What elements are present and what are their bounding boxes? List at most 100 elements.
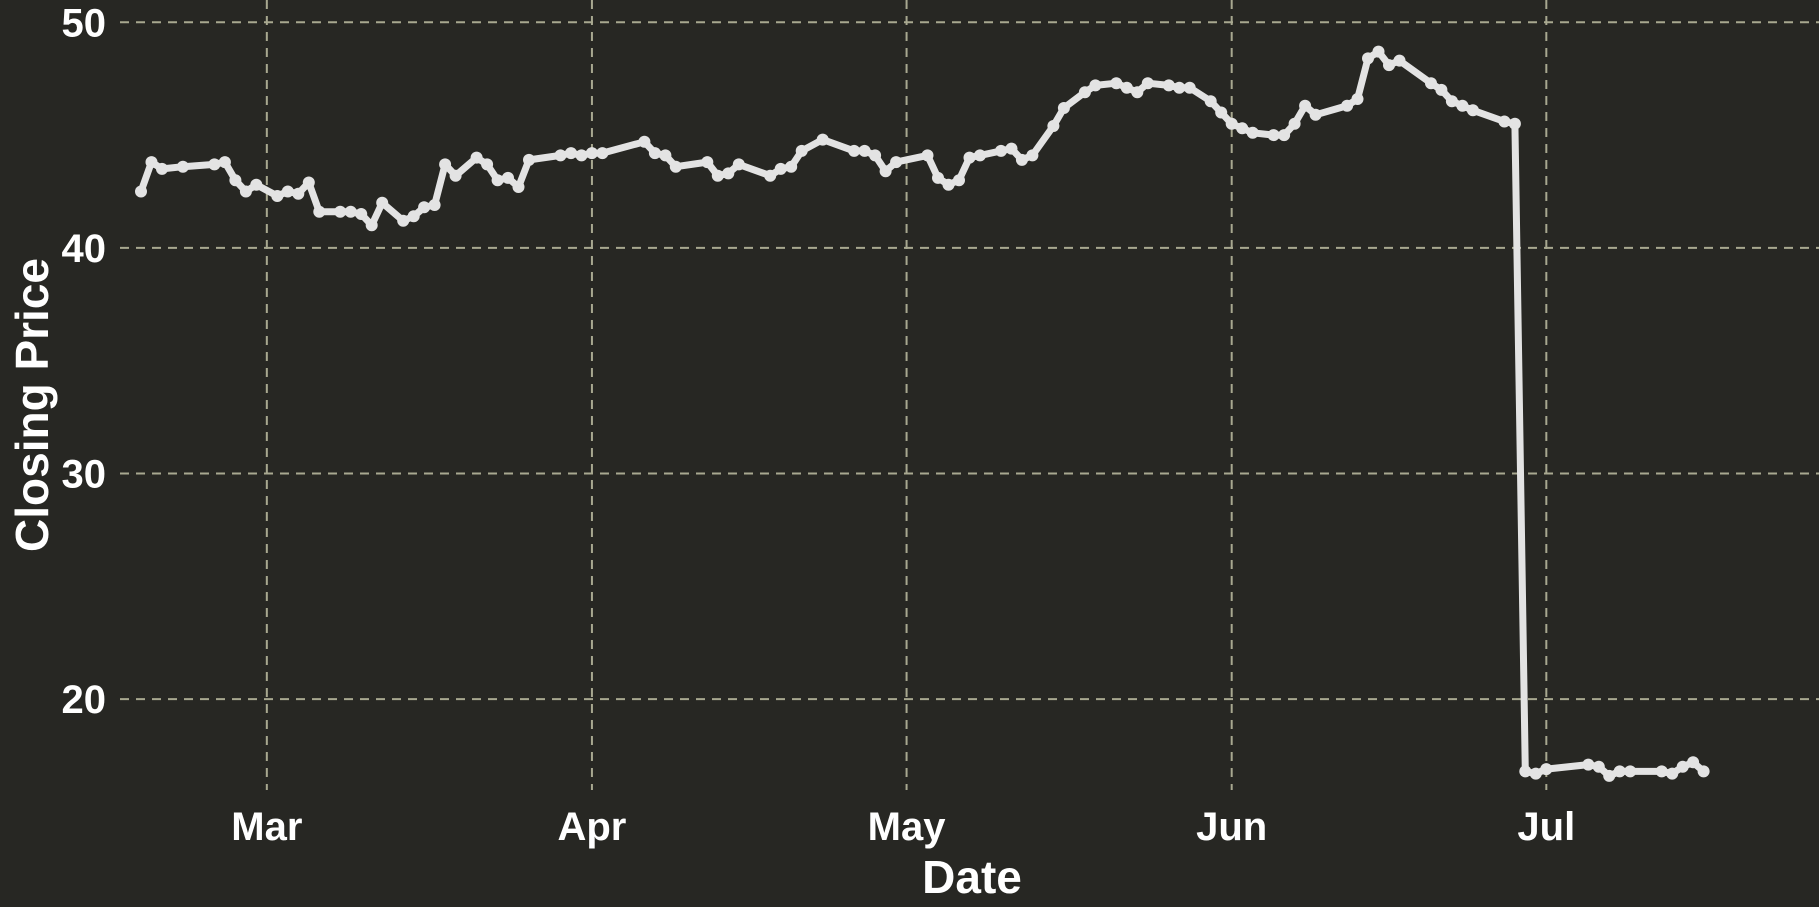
data-point bbox=[764, 169, 777, 182]
x-tick-label: Apr bbox=[557, 805, 626, 849]
data-point bbox=[858, 144, 871, 157]
data-point bbox=[1299, 99, 1312, 112]
data-point bbox=[376, 196, 389, 209]
data-point bbox=[1267, 129, 1280, 142]
data-point bbox=[145, 156, 158, 169]
data-point bbox=[1613, 765, 1626, 778]
data-point bbox=[1456, 99, 1469, 112]
data-point bbox=[502, 171, 514, 184]
data-point bbox=[512, 181, 525, 193]
data-point bbox=[229, 174, 242, 187]
data-point bbox=[953, 174, 965, 187]
data-point bbox=[1089, 79, 1102, 92]
data-point bbox=[523, 153, 535, 166]
data-point bbox=[397, 214, 410, 227]
data-point bbox=[250, 178, 263, 191]
y-axis-title: Closing Price bbox=[6, 258, 58, 552]
data-point bbox=[1362, 52, 1374, 65]
data-point bbox=[848, 144, 861, 157]
data-point bbox=[869, 149, 882, 162]
data-point bbox=[963, 151, 976, 164]
data-point bbox=[1047, 120, 1060, 132]
data-point bbox=[491, 174, 504, 187]
data-point bbox=[1435, 83, 1448, 96]
data-point bbox=[239, 185, 252, 198]
data-point bbox=[995, 144, 1007, 157]
data-point bbox=[565, 147, 577, 160]
data-point bbox=[890, 156, 903, 169]
data-point bbox=[1466, 104, 1479, 117]
data-point bbox=[1603, 769, 1616, 782]
data-point bbox=[1015, 153, 1028, 166]
data-point bbox=[1120, 81, 1133, 94]
data-point bbox=[156, 162, 168, 175]
data-point bbox=[554, 149, 567, 162]
data-point bbox=[418, 201, 431, 214]
data-point bbox=[711, 169, 724, 182]
data-point bbox=[334, 205, 347, 218]
data-point bbox=[638, 135, 651, 148]
data-point bbox=[1697, 765, 1710, 778]
y-tick-label: 40 bbox=[62, 227, 107, 271]
data-point bbox=[1383, 59, 1395, 72]
data-point bbox=[701, 156, 714, 169]
y-axis-ticks: 20 30 40 50 bbox=[62, 1, 107, 722]
x-axis-ticks: Mar Apr May Jun Jul bbox=[231, 805, 1575, 849]
data-point bbox=[1236, 122, 1249, 135]
data-point bbox=[1057, 102, 1070, 114]
data-point bbox=[795, 144, 808, 157]
data-point bbox=[1026, 149, 1039, 162]
data-point bbox=[1246, 126, 1259, 139]
data-point bbox=[1173, 81, 1186, 94]
x-axis-title: Date bbox=[922, 851, 1022, 903]
data-point bbox=[648, 147, 661, 160]
data-point bbox=[774, 162, 787, 175]
data-point bbox=[596, 147, 609, 160]
data-point bbox=[271, 190, 284, 202]
grid-lines bbox=[120, 0, 1819, 790]
data-point bbox=[1005, 142, 1018, 155]
data-point bbox=[344, 205, 357, 218]
data-point bbox=[1204, 95, 1217, 108]
data-point bbox=[1529, 767, 1542, 780]
data-point bbox=[1110, 77, 1123, 90]
data-point bbox=[732, 158, 745, 171]
y-tick-label: 30 bbox=[62, 453, 107, 497]
data-point bbox=[1372, 45, 1385, 58]
data-point bbox=[1351, 93, 1364, 105]
data-point bbox=[208, 158, 221, 171]
x-tick-label: May bbox=[868, 805, 947, 849]
x-tick-label: Jun bbox=[1196, 805, 1267, 849]
data-point bbox=[1666, 767, 1679, 780]
data-point bbox=[722, 167, 735, 180]
data-point bbox=[575, 149, 588, 162]
data-point bbox=[585, 147, 598, 160]
data-point bbox=[1309, 108, 1322, 121]
data-point bbox=[313, 205, 326, 218]
data-point bbox=[1425, 77, 1437, 90]
data-point bbox=[659, 149, 672, 162]
y-tick-label: 20 bbox=[62, 678, 107, 722]
data-point bbox=[428, 199, 441, 211]
data-point bbox=[281, 185, 294, 198]
data-point bbox=[1215, 106, 1228, 119]
data-point bbox=[1225, 117, 1238, 130]
data-point bbox=[879, 165, 892, 178]
data-point bbox=[932, 171, 944, 184]
data-point bbox=[355, 208, 368, 220]
data-point bbox=[1341, 99, 1354, 112]
data-point bbox=[302, 176, 315, 189]
data-point bbox=[365, 219, 378, 232]
data-point bbox=[1278, 129, 1291, 142]
data-point bbox=[1393, 54, 1406, 67]
data-point bbox=[669, 160, 682, 173]
data-point bbox=[1540, 763, 1553, 776]
data-point bbox=[1288, 117, 1301, 130]
data-point bbox=[1078, 86, 1091, 99]
data-point bbox=[942, 178, 955, 191]
data-point bbox=[1624, 765, 1637, 778]
data-point bbox=[1582, 758, 1595, 771]
data-point bbox=[1498, 115, 1511, 128]
